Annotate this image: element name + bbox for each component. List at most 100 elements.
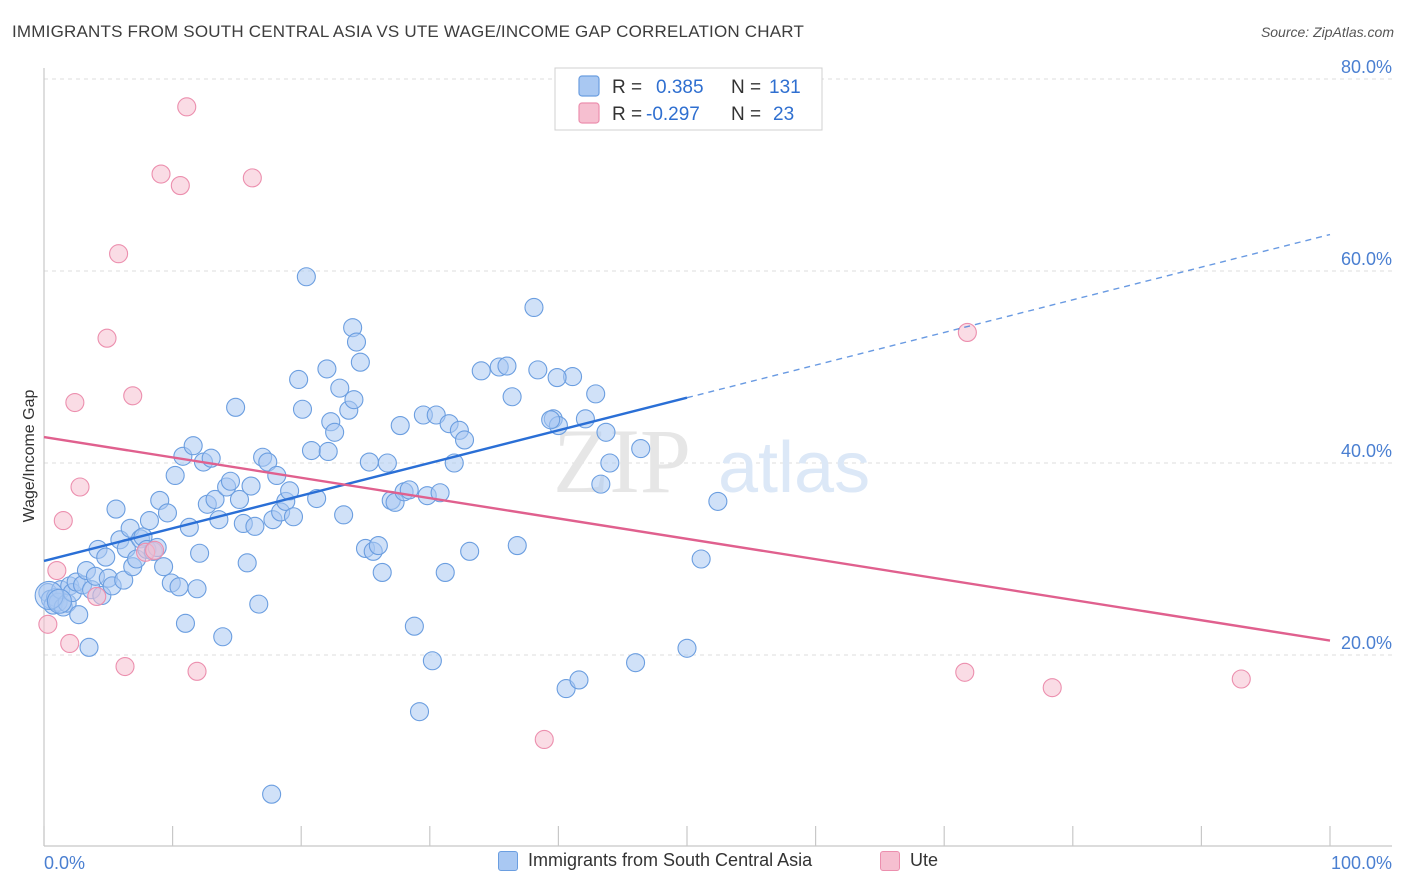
data-point-ute	[1231, 669, 1251, 689]
correlation-legend: R = 0.385 N = 131 R = -0.297 N = 23	[554, 67, 823, 131]
data-point-ute	[70, 477, 90, 497]
data-point-immigrants	[46, 588, 72, 614]
legend-r-label-2: R =	[612, 104, 642, 125]
data-point-immigrants	[190, 543, 210, 563]
data-point-immigrants	[157, 503, 178, 523]
data-point-immigrants	[497, 356, 517, 376]
legend-swatch-pink	[578, 102, 600, 124]
data-point-immigrants	[435, 562, 455, 582]
series-immigrants-points	[34, 267, 728, 804]
data-point-immigrants	[296, 267, 316, 287]
legend-n-label-1: N =	[731, 77, 761, 98]
data-point-ute	[242, 168, 262, 188]
data-point-immigrants	[454, 430, 475, 450]
data-point-immigrants	[547, 368, 567, 388]
y-axis-tick-labels: 20.0% 40.0% 60.0% 80.0%	[1341, 57, 1392, 653]
data-point-immigrants	[229, 489, 250, 510]
data-point-ute	[957, 322, 977, 342]
data-point-immigrants	[334, 505, 354, 525]
bottom-legend-swatch-blue	[498, 850, 518, 871]
data-point-immigrants	[187, 579, 207, 599]
data-point-immigrants	[691, 549, 711, 569]
data-point-immigrants	[344, 390, 364, 410]
series-ute-points	[38, 97, 1251, 750]
data-point-immigrants	[96, 547, 116, 567]
data-point-immigrants	[175, 613, 196, 633]
data-point-ute	[109, 244, 129, 264]
data-point-ute	[115, 656, 135, 677]
data-point-immigrants	[325, 422, 345, 442]
data-point-immigrants	[626, 653, 646, 673]
data-point-ute	[87, 586, 107, 606]
trend-line-immigrants-extension	[686, 233, 1331, 399]
data-point-immigrants	[169, 577, 189, 597]
x-axis-ticks	[43, 826, 1331, 846]
data-point-immigrants	[390, 416, 410, 436]
data-point-immigrants	[524, 297, 544, 318]
data-point-ute	[145, 540, 165, 560]
legend-r-value-2: -0.297	[646, 104, 700, 125]
y-tick-label: 40.0%	[1341, 441, 1392, 461]
data-point-immigrants	[139, 511, 160, 531]
data-point-immigrants	[301, 440, 322, 461]
data-point-ute	[177, 97, 197, 117]
data-point-immigrants	[205, 489, 225, 510]
x-tick-label-max: 100.0%	[1331, 853, 1392, 873]
data-point-ute	[60, 633, 80, 654]
data-point-immigrants	[346, 332, 367, 352]
data-point-immigrants	[245, 516, 265, 536]
data-point-immigrants	[591, 474, 611, 494]
data-point-immigrants	[460, 541, 480, 561]
data-point-immigrants	[165, 465, 185, 486]
data-point-immigrants	[289, 369, 309, 390]
bottom-legend-swatch-pink	[880, 850, 900, 871]
x-tick-label-min: 0.0%	[44, 853, 85, 873]
data-point-immigrants	[226, 397, 246, 417]
data-point-immigrants	[318, 441, 338, 462]
data-point-immigrants	[631, 439, 651, 459]
legend-n-value-1: 131	[769, 77, 801, 98]
data-point-immigrants	[404, 616, 424, 636]
data-point-immigrants	[528, 360, 548, 380]
legend-r-label-1: R =	[612, 77, 642, 98]
data-point-immigrants	[586, 384, 606, 404]
data-point-ute	[187, 661, 207, 681]
legend-n-label-2: N =	[731, 104, 761, 125]
data-point-immigrants	[283, 507, 304, 527]
bottom-legend-item-immigrants: Immigrants from South Central Asia	[498, 850, 812, 871]
data-point-immigrants	[179, 517, 199, 537]
watermark-atlas: atlas	[718, 428, 870, 508]
data-point-immigrants	[237, 553, 257, 573]
data-point-immigrants	[154, 557, 174, 577]
data-point-immigrants	[350, 352, 370, 372]
data-point-immigrants	[596, 422, 616, 442]
legend-r-value-1: 0.385	[656, 77, 704, 98]
data-point-ute	[53, 511, 73, 531]
y-axis-title: Wage/Income Gap	[21, 390, 38, 523]
data-point-immigrants	[69, 605, 89, 625]
data-point-immigrants	[317, 359, 337, 379]
y-tick-label: 80.0%	[1341, 57, 1392, 77]
bottom-legend: Immigrants from South Central Asia Ute	[0, 850, 1406, 880]
data-point-immigrants	[430, 483, 450, 503]
data-point-immigrants	[241, 476, 261, 496]
data-point-immigrants	[507, 536, 527, 556]
data-point-ute	[1042, 678, 1062, 698]
data-point-ute	[123, 386, 143, 406]
y-tick-label: 60.0%	[1341, 249, 1392, 269]
data-point-immigrants	[79, 637, 99, 657]
data-point-immigrants	[220, 471, 241, 491]
data-point-immigrants	[471, 361, 491, 381]
data-point-immigrants	[249, 594, 269, 614]
legend-swatch-blue	[578, 75, 600, 97]
data-point-immigrants	[409, 702, 430, 722]
data-point-immigrants	[372, 562, 392, 582]
data-point-immigrants	[502, 387, 522, 407]
data-point-ute	[47, 560, 67, 581]
data-point-immigrants	[258, 452, 278, 472]
data-point-immigrants	[114, 570, 134, 590]
y-tick-label: 20.0%	[1341, 633, 1392, 653]
data-point-immigrants	[280, 481, 300, 501]
data-point-immigrants	[106, 499, 126, 519]
